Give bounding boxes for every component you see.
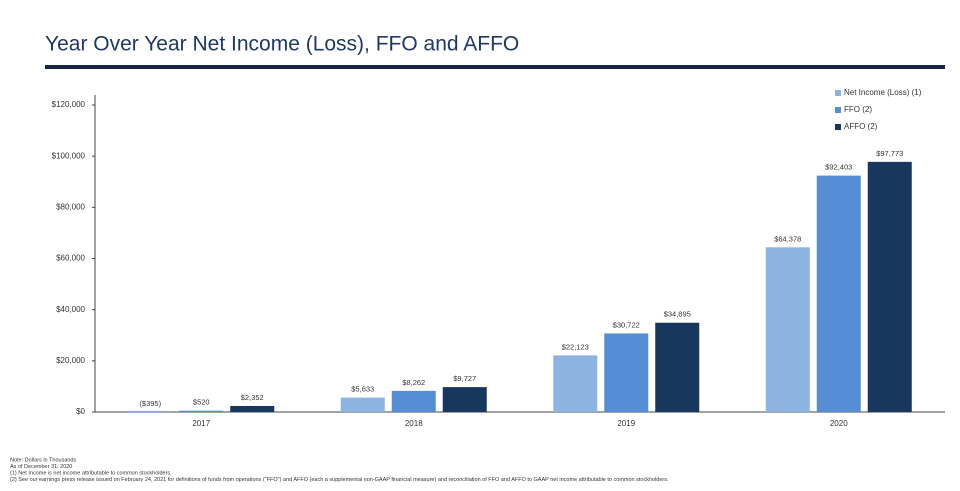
bar [604, 333, 649, 412]
legend-label: FFO (2) [844, 105, 872, 114]
bar [391, 390, 436, 412]
bar [340, 397, 385, 412]
footnote: As of December 31, 2020 [10, 464, 72, 470]
value-label: $8,262 [402, 378, 425, 387]
title-rule [45, 65, 945, 69]
legend-swatch [835, 124, 841, 130]
y-tick-label: $0 [76, 407, 85, 416]
value-label: $64,378 [774, 234, 801, 243]
value-label: ($395) [139, 399, 161, 408]
y-tick-label: $100,000 [52, 151, 86, 160]
y-tick-label: $120,000 [52, 100, 86, 109]
x-tick-label: 2020 [830, 419, 848, 428]
value-label: $92,403 [825, 163, 852, 172]
bar [442, 387, 487, 412]
value-label: $2,352 [241, 393, 264, 402]
legend-label: Net Income (Loss) (1) [844, 88, 922, 97]
bar [867, 161, 912, 412]
value-label: $22,123 [562, 342, 589, 351]
y-tick-label: $40,000 [56, 305, 85, 314]
value-label: $34,895 [664, 310, 691, 319]
bar [553, 355, 598, 412]
bar [179, 410, 224, 412]
legend-swatch [835, 90, 841, 96]
x-tick-label: 2019 [617, 419, 635, 428]
value-label: $5,633 [351, 385, 374, 394]
bar [655, 322, 700, 412]
footnote: (1) Net Income is net income attributabl… [10, 470, 172, 476]
bar [128, 412, 173, 414]
footnote: Note: Dollars in Thousands [10, 457, 76, 463]
legend-swatch [835, 107, 841, 113]
bar [816, 175, 861, 412]
value-label: $9,727 [453, 374, 476, 383]
y-tick-label: $20,000 [56, 356, 85, 365]
bar [230, 405, 275, 412]
y-tick-label: $80,000 [56, 202, 85, 211]
bar [765, 247, 810, 412]
chart-title: Year Over Year Net Income (Loss), FFO an… [45, 33, 519, 56]
legend-label: AFFO (2) [844, 122, 878, 131]
x-tick-label: 2017 [192, 419, 210, 428]
footnote: (2) See our earnings press release issue… [10, 477, 669, 483]
y-tick-label: $60,000 [56, 254, 85, 263]
value-label: $520 [193, 398, 210, 407]
value-label: $97,773 [876, 149, 903, 158]
value-label: $30,722 [613, 320, 640, 329]
x-tick-label: 2018 [405, 419, 423, 428]
